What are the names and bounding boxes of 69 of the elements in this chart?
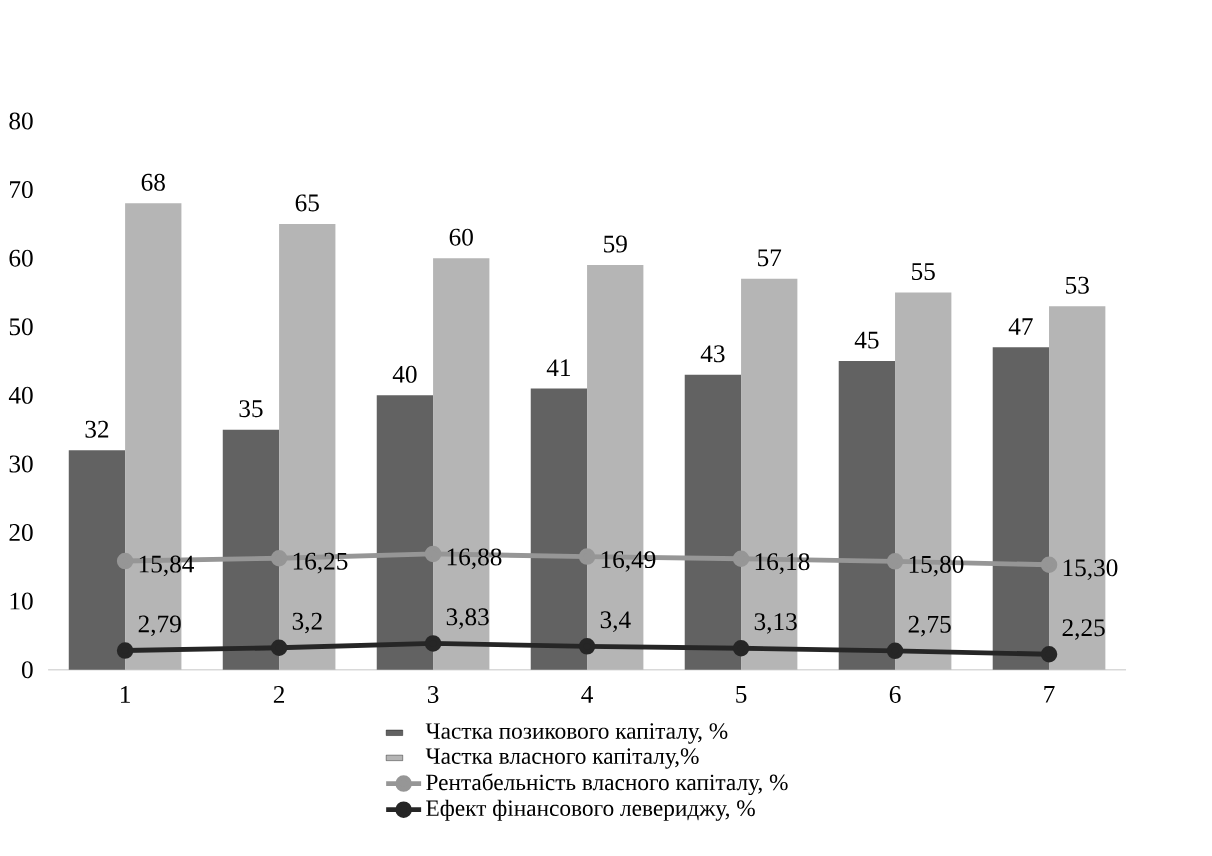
x-tick-label: 1 (121, 686, 130, 703)
legend-label: Частка позикового капіталу, % (425, 723, 728, 744)
y-tick-label: 30 (9, 455, 33, 473)
point (732, 640, 750, 657)
data-label: 57 (758, 249, 782, 267)
point (1040, 646, 1058, 663)
data-label: 41 (546, 359, 571, 377)
point (270, 639, 288, 657)
data-label: 2,25 (1062, 619, 1105, 641)
x-tick-label: 4 (581, 686, 593, 703)
x-tick-label: 7 (1044, 686, 1055, 703)
data-label: 3,83 (446, 608, 489, 630)
y-tick-label: 60 (9, 249, 33, 267)
data-label: 3,13 (754, 613, 797, 634)
point (578, 638, 596, 655)
data-label: 65 (295, 194, 319, 212)
x-tick-label: 3 (427, 686, 439, 704)
point (424, 545, 442, 563)
x-tick-label: 5 (736, 686, 747, 704)
y-tick-label: 80 (9, 112, 33, 130)
data-label: 40 (392, 366, 417, 384)
y-tick-label: 70 (10, 181, 33, 199)
data-label: 45 (854, 331, 879, 349)
data-label: 15,30 (1063, 559, 1118, 581)
y-tick-label: 0 (22, 661, 33, 679)
data-label: 15,84 (139, 555, 195, 577)
point (1040, 556, 1058, 574)
data-label: 15,80 (909, 556, 964, 577)
data-label: 53 (1066, 276, 1089, 294)
data-label: 3,2 (292, 612, 322, 634)
data-label: 43 (700, 345, 725, 363)
data-label: 16,25 (293, 553, 348, 574)
x-tick-label: 2 (273, 686, 285, 703)
data-label: 16,49 (601, 551, 656, 572)
bar (68, 450, 126, 670)
data-label: 47 (1008, 318, 1033, 336)
point (578, 548, 596, 566)
data-label: 16,88 (447, 548, 502, 570)
bar (684, 374, 742, 670)
point (886, 553, 904, 570)
point (886, 642, 904, 660)
point (270, 550, 288, 567)
data-label: 16,18 (755, 553, 810, 575)
bar (530, 388, 588, 670)
data-label: 60 (449, 228, 473, 246)
data-label: 32 (85, 420, 109, 438)
data-label: 59 (604, 235, 627, 253)
point (732, 550, 750, 568)
data-label: 2,75 (908, 616, 951, 637)
legend-label: Частка власного капіталу,% (425, 748, 699, 769)
bar (992, 347, 1050, 670)
legend-label: Рентабельність власного капіталу, % (426, 773, 788, 796)
data-label: 35 (239, 400, 263, 418)
data-label: 68 (141, 173, 165, 192)
y-tick-label: 10 (10, 592, 33, 610)
point (116, 642, 134, 660)
y-tick-label: 50 (9, 318, 33, 336)
data-label: 3,4 (600, 611, 631, 633)
bar (222, 429, 280, 670)
bar (376, 395, 434, 670)
y-tick-label: 40 (8, 387, 33, 405)
x-tick-label: 6 (889, 686, 901, 704)
bar (838, 361, 896, 670)
data-label: 2,79 (138, 615, 181, 637)
y-tick-label: 20 (9, 524, 33, 542)
legend-label: Ефект фінансового левериджу, % (426, 799, 755, 822)
point (424, 635, 442, 652)
data-label: 55 (912, 263, 935, 281)
point (116, 553, 134, 570)
